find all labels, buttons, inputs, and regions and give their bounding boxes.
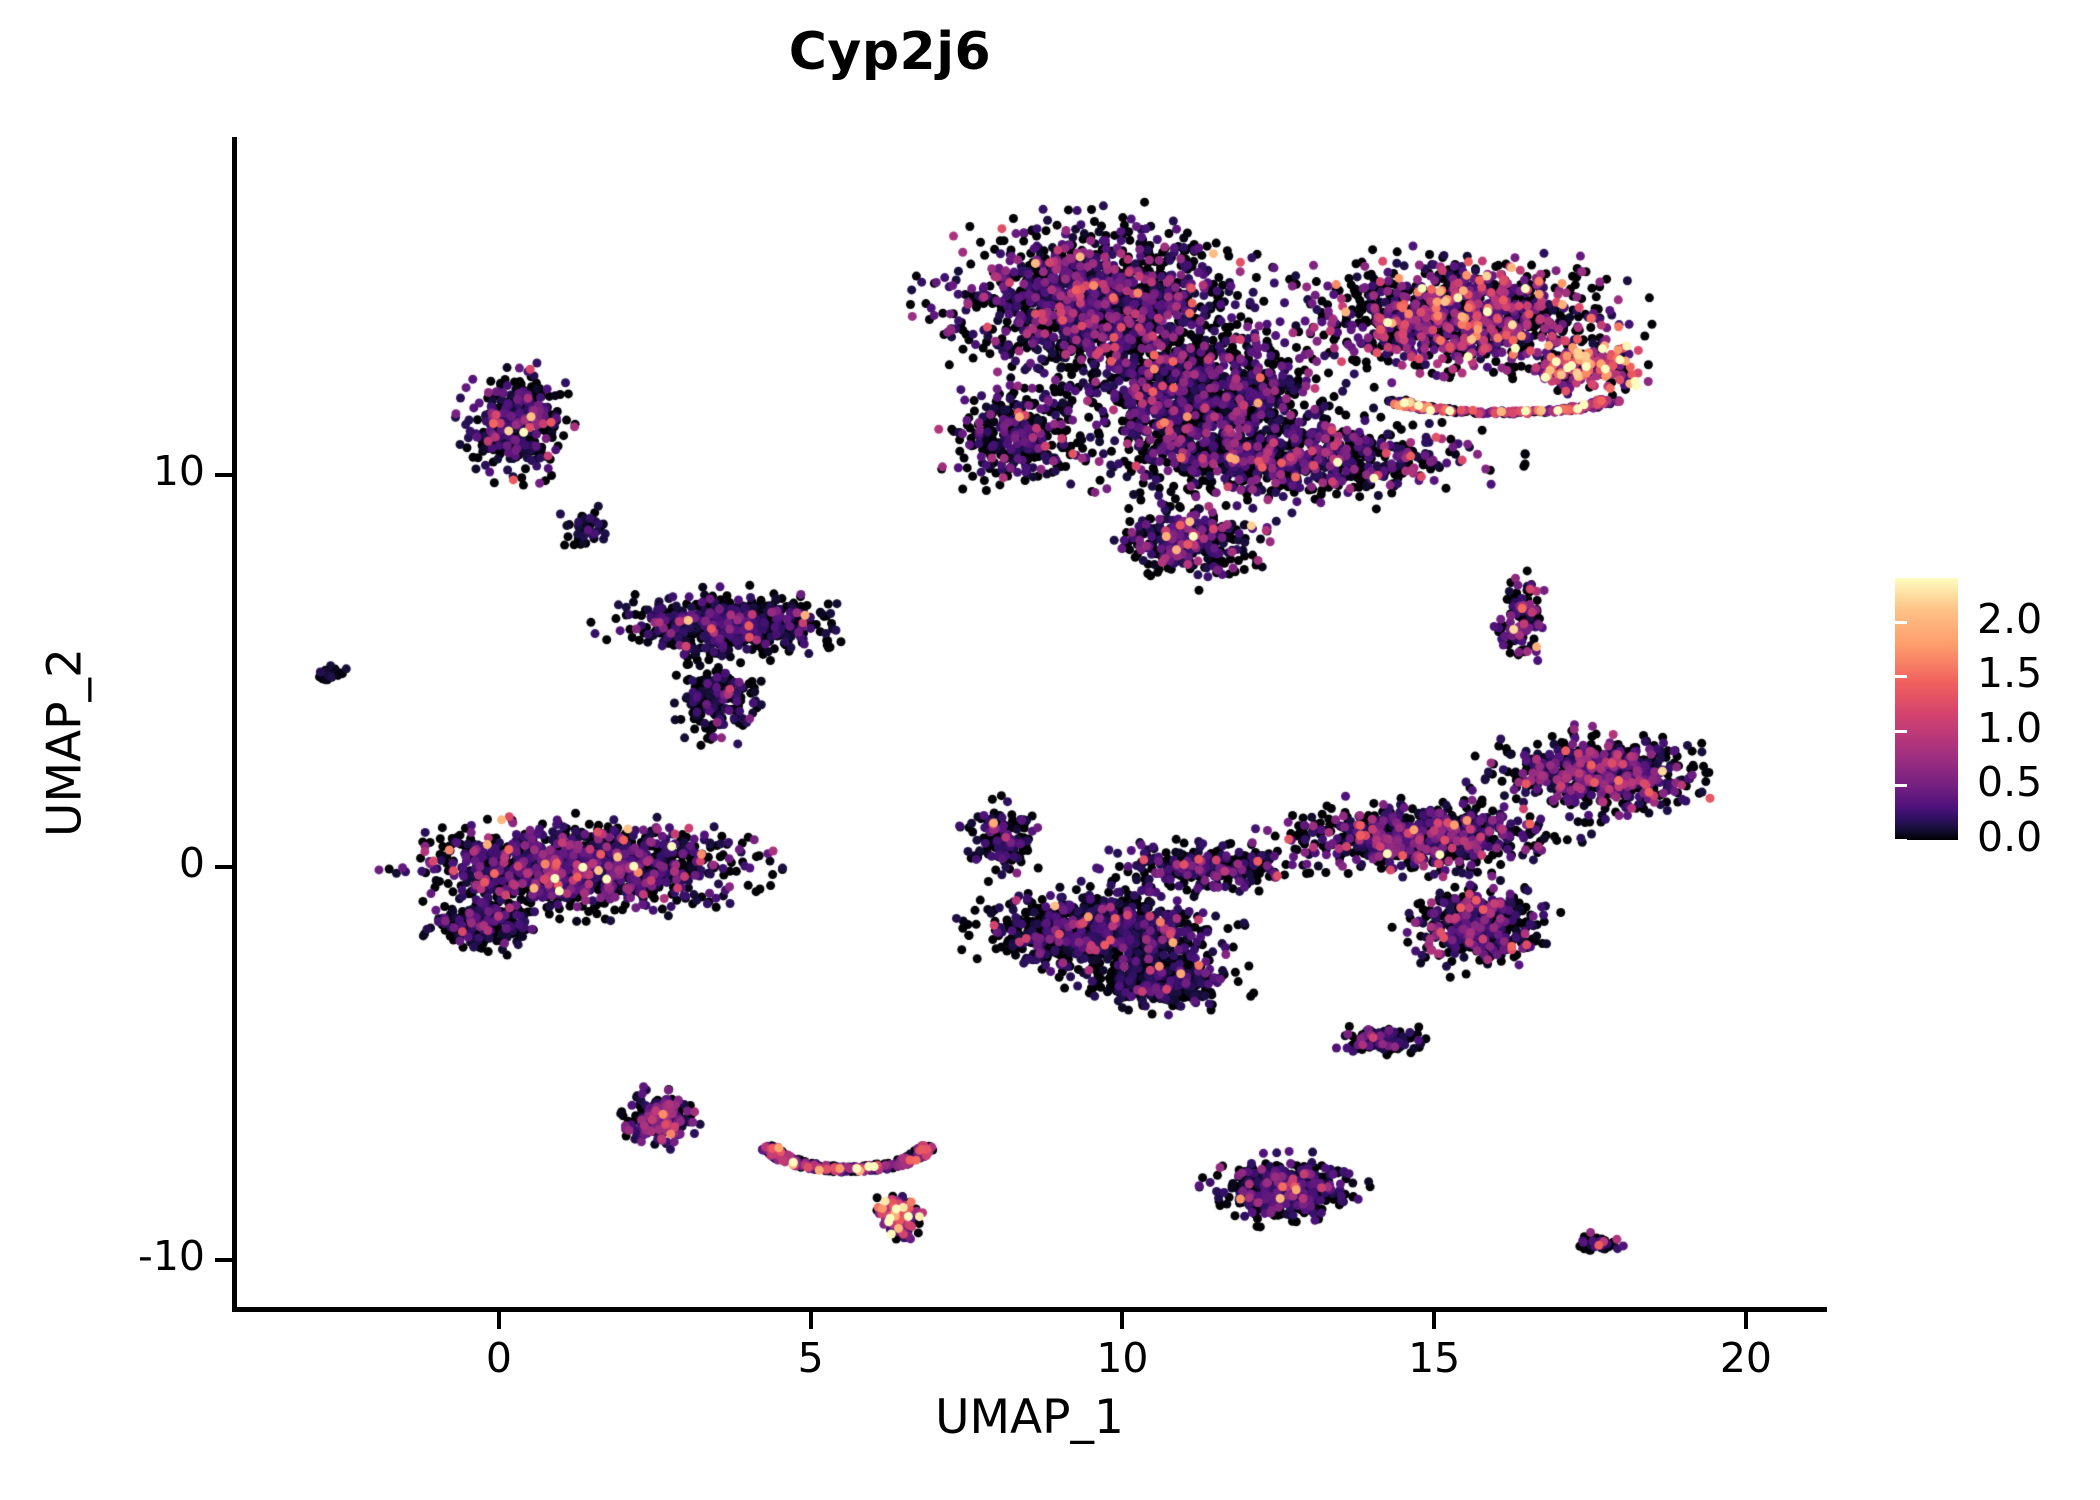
colorbar-tick-label: 2.0 — [1977, 594, 2043, 643]
page-title: Cyp2j6 — [788, 22, 992, 82]
x-tick-mark — [1120, 1312, 1125, 1329]
colorbar-tick-mark — [1883, 784, 1895, 788]
colorbar-tick-mark — [1895, 675, 1907, 679]
umap-scatter-plot — [237, 137, 1827, 1307]
y-tick-mark — [215, 1257, 232, 1262]
colorbar-gradient — [1895, 578, 1958, 840]
colorbar-tick-label: 1.0 — [1977, 703, 2043, 752]
colorbar-tick-label: 0.5 — [1977, 758, 2043, 807]
y-axis-label: UMAP_2 — [37, 648, 93, 837]
x-axis-line — [232, 1307, 1827, 1312]
y-axis-line — [232, 137, 237, 1312]
y-tick-mark — [215, 865, 232, 870]
colorbar-tick-mark — [1895, 784, 1907, 788]
y-tick-label: -10 — [138, 1231, 205, 1280]
y-tick-label: 0 — [178, 839, 205, 888]
colorbar-tick-mark — [1883, 620, 1895, 624]
colorbar-tick-mark — [1883, 839, 1895, 842]
colorbar-tick-mark — [1895, 729, 1907, 733]
colorbar-tick-mark — [1895, 620, 1907, 624]
colorbar-tick-mark — [1883, 675, 1895, 679]
x-tick-label: 10 — [1096, 1334, 1149, 1382]
x-tick-mark — [1743, 1312, 1748, 1329]
x-tick-label: 5 — [797, 1334, 824, 1382]
x-tick-label: 20 — [1719, 1334, 1773, 1382]
x-tick-label: 15 — [1408, 1334, 1461, 1382]
colorbar-tick-label: 0.0 — [1977, 813, 2043, 861]
colorbar-tick-label: 1.5 — [1977, 649, 2043, 698]
y-tick-label: 10 — [152, 446, 205, 495]
x-tick-mark — [1432, 1312, 1437, 1329]
colorbar-tick-mark — [1895, 839, 1907, 842]
colorbar-tick-mark — [1883, 729, 1895, 733]
x-tick-mark — [808, 1312, 813, 1329]
y-tick-mark — [215, 472, 232, 477]
x-axis-label: UMAP_1 — [935, 1390, 1124, 1445]
x-tick-label: 0 — [485, 1334, 512, 1382]
x-tick-mark — [496, 1312, 501, 1329]
